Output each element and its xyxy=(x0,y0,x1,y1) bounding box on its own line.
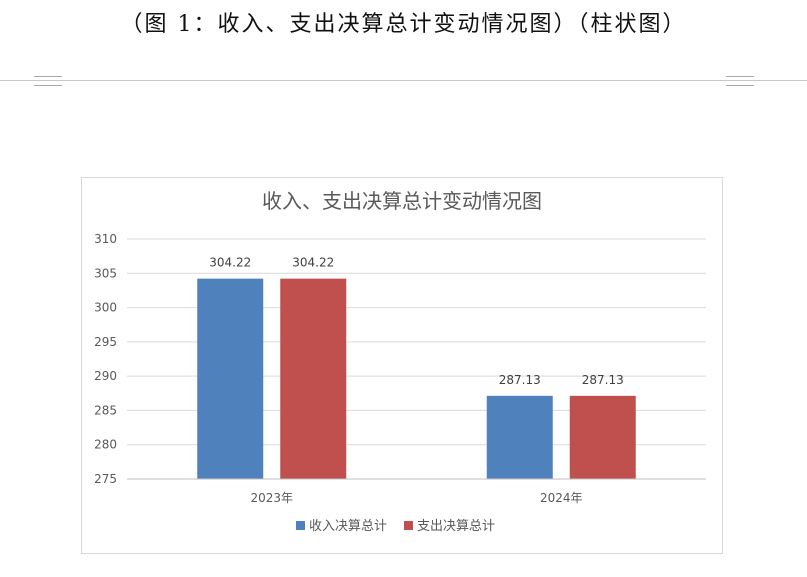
header-rule xyxy=(0,80,807,81)
margin-mark-left xyxy=(34,76,62,86)
y-tick-label: 310 xyxy=(94,232,117,246)
legend-swatch xyxy=(296,521,305,530)
chart-container[interactable]: 收入、支出决算总计变动情况图 275 280 285 290 295 300 305 310 30… xyxy=(81,177,723,554)
y-tick-label: 280 xyxy=(94,438,117,452)
y-tick-label: 290 xyxy=(94,369,117,383)
chart-title: 收入、支出决算总计变动情况图 xyxy=(262,189,542,213)
data-label: 304.22 xyxy=(292,256,334,270)
legend-label: 收入决算总计 xyxy=(309,519,387,534)
margin-mark-right xyxy=(726,76,754,86)
page-heading: （图 1：收入、支出决算总计变动情况图）（柱状图） xyxy=(120,12,687,37)
bar-expense-0 xyxy=(280,278,347,479)
data-label: 287.13 xyxy=(582,373,624,387)
y-tick-label: 305 xyxy=(94,266,117,280)
x-tick-label: 2024年 xyxy=(540,491,583,505)
y-tick-label: 275 xyxy=(94,472,117,486)
bar-chart: 收入、支出决算总计变动情况图 275 280 285 290 295 300 305 310 30… xyxy=(94,189,706,534)
y-tick-label: 295 xyxy=(94,335,117,349)
data-label: 304.22 xyxy=(209,256,251,270)
y-tick-label: 285 xyxy=(94,403,117,417)
data-label: 287.13 xyxy=(499,373,541,387)
legend-swatch xyxy=(404,521,413,530)
legend-label: 支出决算总计 xyxy=(417,519,495,534)
x-tick-label: 2023年 xyxy=(250,491,293,505)
bar-expense-1 xyxy=(569,395,636,479)
y-tick-label: 300 xyxy=(94,301,117,315)
bar-income-1 xyxy=(486,395,553,479)
bar-income-0 xyxy=(197,278,264,479)
